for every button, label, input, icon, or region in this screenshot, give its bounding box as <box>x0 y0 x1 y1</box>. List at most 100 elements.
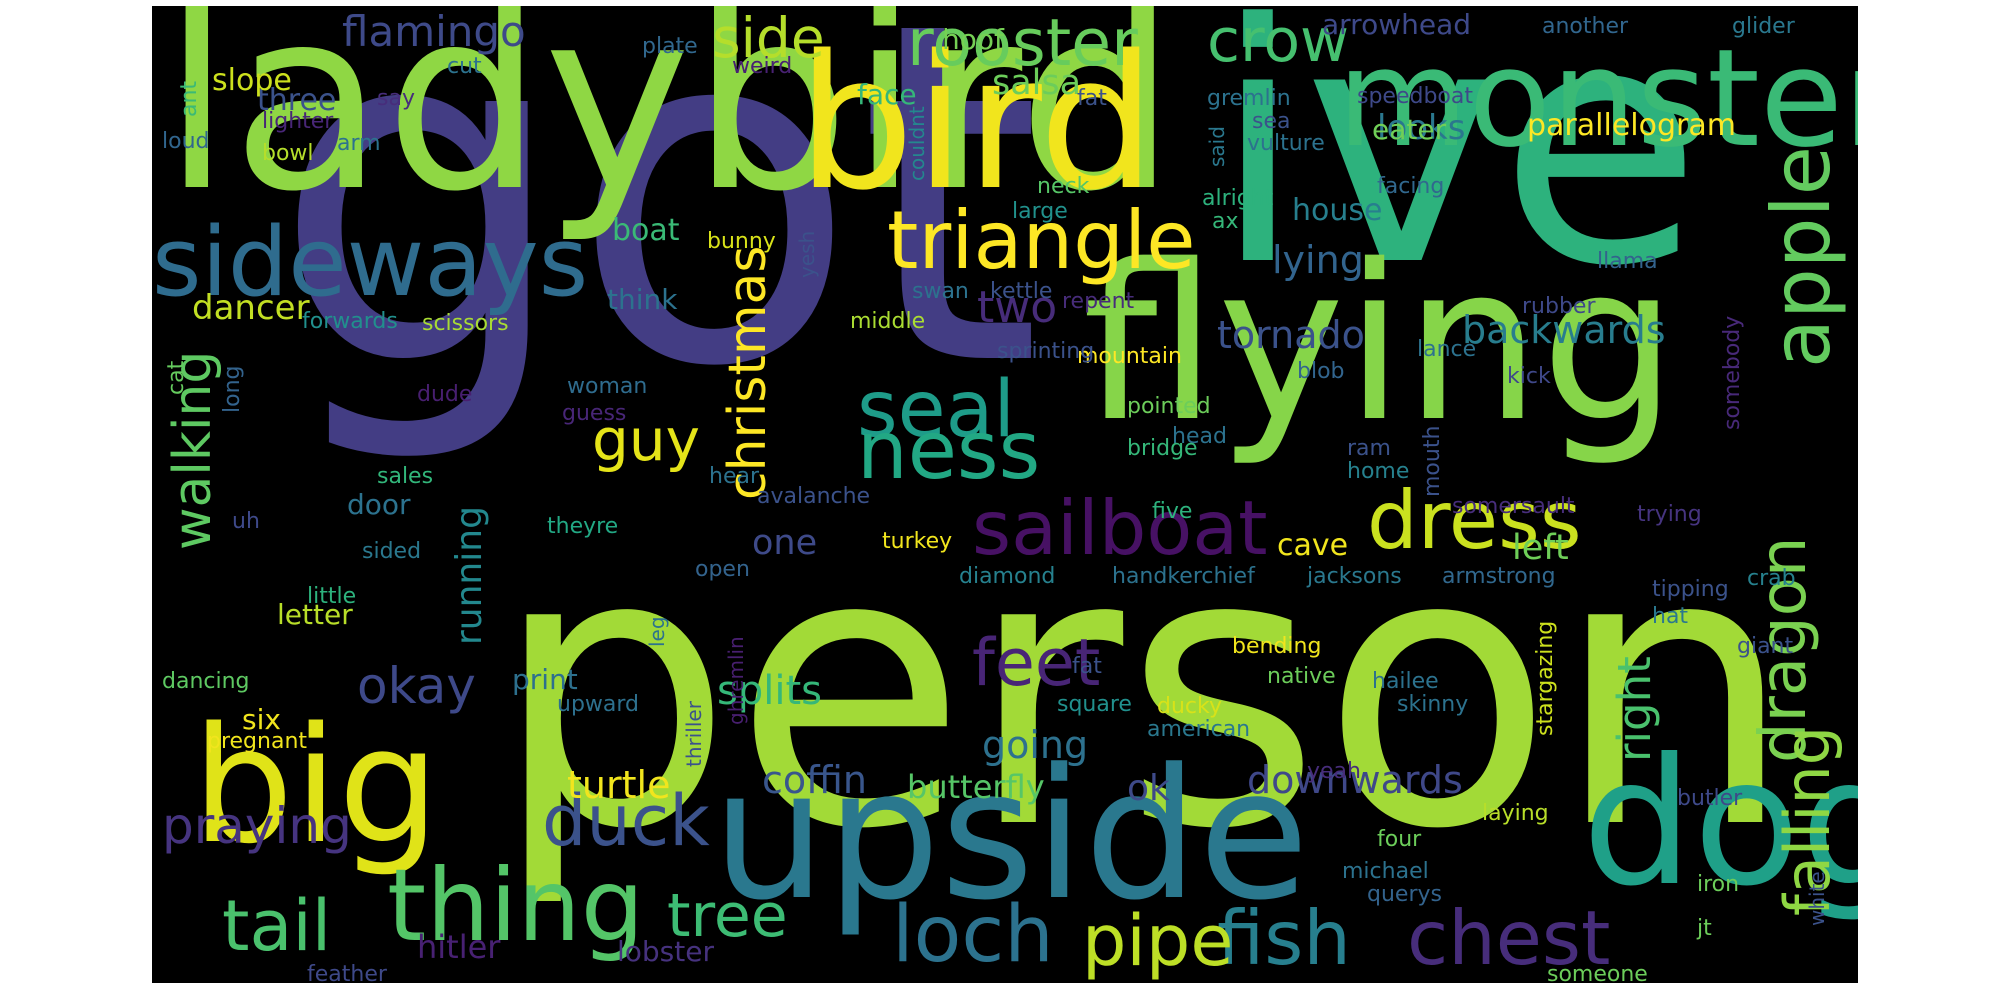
word-hitler: hitler <box>417 928 501 966</box>
word-querys: querys <box>1367 882 1442 907</box>
word-cloud: got person ive ladybird flying upside dog bird m… <box>152 6 1858 983</box>
word-parallelogram: parallelogram <box>1527 108 1736 143</box>
word-six: six <box>242 703 281 736</box>
word-yesh: yesh <box>795 230 819 278</box>
word-running: running <box>449 506 490 645</box>
word-repent: repent <box>1062 289 1135 314</box>
word-bending: bending <box>1232 634 1322 659</box>
word-christmas: christmas <box>718 245 778 500</box>
word-flamingo: flamingo <box>342 7 526 56</box>
word-blob: blob <box>1297 359 1345 384</box>
word-lighter: lighter <box>262 109 334 134</box>
word-ive: ive <box>1212 6 1703 338</box>
word-person: person <box>492 469 1795 912</box>
word-tail: tail <box>222 885 332 967</box>
word-open: open <box>695 557 750 582</box>
word-home: home <box>1347 459 1410 484</box>
word-weird: weird <box>732 54 793 79</box>
word-iron: iron <box>1697 872 1740 897</box>
word-rubber: rubber <box>1522 294 1596 319</box>
word-ax: ax <box>1212 209 1239 234</box>
word-hailee: hailee <box>1372 669 1439 694</box>
word-guess: guess <box>562 401 627 426</box>
word-square: square <box>1057 692 1132 717</box>
word-feet: feet <box>972 626 1101 701</box>
word-hear: hear <box>709 464 760 489</box>
word-turkey: turkey <box>882 529 953 554</box>
word-someone: someone <box>1547 962 1648 984</box>
word-speedboat: speedboat <box>1357 84 1473 109</box>
word-jacksons: jacksons <box>1307 564 1402 589</box>
word-skinny: skinny <box>1397 692 1469 717</box>
word-fish: fish <box>1217 894 1351 982</box>
word-tornado: tornado <box>1217 313 1365 357</box>
word-stargazing: stargazing <box>1533 620 1558 736</box>
word-think: think <box>607 283 678 316</box>
word-upside: upside <box>712 731 1310 940</box>
word-vulture: vulture <box>1247 131 1325 156</box>
word-ram: ram <box>1347 436 1391 461</box>
word-dress: dress <box>1367 474 1582 567</box>
word-somebody: somebody <box>1720 315 1745 430</box>
word-ok: ok <box>1127 768 1170 809</box>
word-somersault: somersault <box>1452 494 1575 519</box>
word-another: another <box>1542 14 1629 39</box>
word-lance: lance <box>1417 337 1477 362</box>
word-diamond: diamond <box>959 564 1056 589</box>
word-michael: michael <box>1342 859 1429 884</box>
word-forwards: forwards <box>302 309 398 334</box>
word-backwards: backwards <box>1462 308 1666 352</box>
word-loch: loch <box>892 890 1054 980</box>
word-pipe: pipe <box>1082 900 1234 982</box>
word-thing: thing <box>387 847 645 964</box>
word-boat: boat <box>612 213 680 248</box>
word-feather: feather <box>307 962 387 984</box>
word-guy: guy <box>592 406 700 474</box>
word-handkerchief: handkerchief <box>1112 564 1255 589</box>
word-upward: upward <box>557 692 640 717</box>
word-side: side <box>712 6 825 70</box>
word-ant: ant <box>177 80 202 117</box>
word-pregnant: pregnant <box>207 729 308 754</box>
word-gremlin: gremlin <box>1207 86 1291 111</box>
word-flying: flying <box>1082 218 1678 469</box>
word-ladybird: ladybird <box>162 6 1177 246</box>
word-said: said <box>1205 126 1229 167</box>
word-coffin: coffin <box>762 758 867 802</box>
word-kick: kick <box>1507 364 1551 389</box>
word-four: four <box>1377 827 1422 852</box>
word-butterfly: butterfly <box>907 768 1045 806</box>
word-one: one <box>752 523 818 563</box>
word-fat: fat <box>1077 86 1107 111</box>
word-swan: swan <box>912 279 969 304</box>
word-going: going <box>982 723 1089 767</box>
word-yeah: yeah <box>1307 759 1361 784</box>
word-slope: slope <box>212 63 292 98</box>
word-left: left <box>1512 528 1569 568</box>
word-large: large <box>1012 199 1068 224</box>
word-uh: uh <box>232 509 260 534</box>
word-plate: plate <box>642 34 698 59</box>
word-triangle: triangle <box>887 194 1196 287</box>
word-hat: hat <box>1652 604 1689 629</box>
word-dancing: dancing <box>162 669 250 694</box>
word-ducky: ducky <box>1157 694 1222 719</box>
word-laying: laying <box>1482 801 1549 826</box>
word-okay: okay <box>357 657 476 715</box>
word-giant: giant <box>1737 634 1794 659</box>
word-five: five <box>1152 499 1193 524</box>
word-salsa: salsa <box>992 63 1082 103</box>
word-big: big <box>192 692 440 879</box>
word-little: little <box>307 584 357 609</box>
word-splits: splits <box>717 668 822 714</box>
word-trying: trying <box>1637 502 1702 527</box>
word-seal: seal <box>857 365 1016 455</box>
word-looks: looks <box>1377 108 1466 148</box>
word-butler: butler <box>1677 786 1743 811</box>
word-armstrong: armstrong <box>1442 564 1556 589</box>
word-house: house <box>1292 193 1383 228</box>
word-duck: duck <box>542 780 710 862</box>
word-scissors: scissors <box>422 311 509 336</box>
word-american: american <box>1147 717 1251 742</box>
word-sailboat: sailboat <box>972 484 1268 572</box>
